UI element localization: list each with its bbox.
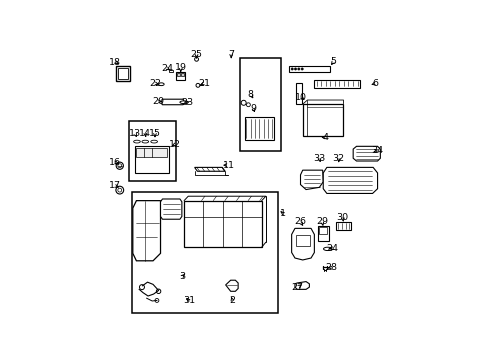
Bar — [289, 66, 330, 72]
Text: 1: 1 — [280, 209, 286, 218]
Bar — [135, 146, 169, 174]
Ellipse shape — [158, 83, 164, 86]
Text: 11: 11 — [222, 161, 234, 170]
Bar — [303, 104, 343, 136]
Circle shape — [246, 103, 250, 107]
Circle shape — [294, 68, 296, 70]
Text: 14: 14 — [139, 129, 151, 138]
FancyBboxPatch shape — [162, 99, 183, 105]
Polygon shape — [291, 228, 314, 260]
Circle shape — [139, 285, 144, 290]
Text: 24: 24 — [161, 64, 173, 73]
Bar — [181, 73, 183, 76]
Bar — [175, 72, 184, 80]
Circle shape — [118, 188, 122, 192]
Ellipse shape — [323, 247, 331, 251]
Bar — [177, 73, 179, 76]
Text: 33: 33 — [313, 154, 325, 163]
Text: 16: 16 — [109, 158, 121, 167]
Text: 17: 17 — [109, 181, 121, 190]
Ellipse shape — [150, 140, 157, 143]
Text: 6: 6 — [371, 79, 378, 88]
Text: 28: 28 — [325, 263, 336, 272]
Text: 15: 15 — [149, 129, 161, 138]
Text: 19: 19 — [174, 63, 186, 72]
Circle shape — [155, 298, 159, 302]
Circle shape — [116, 162, 123, 169]
Text: 12: 12 — [169, 140, 181, 149]
Ellipse shape — [133, 140, 140, 143]
Bar — [244, 117, 274, 140]
Text: 20: 20 — [152, 97, 164, 106]
Bar — [239, 58, 281, 151]
Circle shape — [118, 164, 122, 168]
Text: 9: 9 — [250, 104, 256, 113]
Text: 4: 4 — [322, 133, 328, 142]
Text: 2: 2 — [229, 297, 235, 306]
Text: 26: 26 — [294, 217, 306, 226]
Circle shape — [194, 57, 198, 61]
Bar — [296, 84, 302, 104]
Bar — [183, 201, 261, 247]
Polygon shape — [225, 280, 238, 291]
Text: 8: 8 — [247, 90, 253, 99]
Text: 10: 10 — [294, 93, 306, 102]
Ellipse shape — [180, 101, 188, 104]
Circle shape — [116, 186, 123, 194]
Circle shape — [196, 84, 200, 87]
Text: 21: 21 — [198, 79, 210, 88]
Text: 3: 3 — [179, 271, 185, 280]
Circle shape — [241, 100, 245, 105]
Text: 27: 27 — [291, 283, 303, 292]
Text: 23: 23 — [181, 98, 193, 107]
Bar — [317, 226, 328, 241]
Bar — [116, 66, 130, 81]
Polygon shape — [160, 199, 182, 219]
Bar — [335, 222, 350, 230]
Bar — [295, 235, 309, 246]
Bar — [168, 70, 173, 72]
Text: 24: 24 — [325, 244, 338, 253]
Text: 30: 30 — [336, 213, 348, 222]
Bar — [128, 121, 176, 181]
Polygon shape — [194, 167, 224, 171]
Text: 18: 18 — [109, 58, 121, 67]
Polygon shape — [300, 170, 323, 190]
Polygon shape — [294, 282, 309, 289]
Text: 13: 13 — [128, 129, 141, 138]
Text: 29: 29 — [315, 217, 327, 226]
Text: 25: 25 — [190, 50, 202, 59]
Polygon shape — [133, 201, 160, 261]
Polygon shape — [352, 146, 380, 161]
Circle shape — [297, 68, 299, 70]
Circle shape — [156, 289, 161, 293]
Circle shape — [301, 68, 303, 70]
Bar — [319, 227, 326, 234]
Polygon shape — [323, 167, 377, 193]
Bar — [136, 148, 167, 157]
Text: 32: 32 — [332, 154, 344, 163]
Bar — [118, 68, 128, 79]
Bar — [132, 192, 278, 314]
Ellipse shape — [142, 140, 148, 143]
Text: 5: 5 — [330, 57, 336, 66]
Text: 7: 7 — [228, 50, 234, 59]
Circle shape — [290, 68, 293, 70]
Text: 34: 34 — [371, 146, 383, 155]
Text: 31: 31 — [183, 297, 195, 306]
Bar — [314, 80, 359, 87]
Text: 22: 22 — [149, 79, 161, 88]
